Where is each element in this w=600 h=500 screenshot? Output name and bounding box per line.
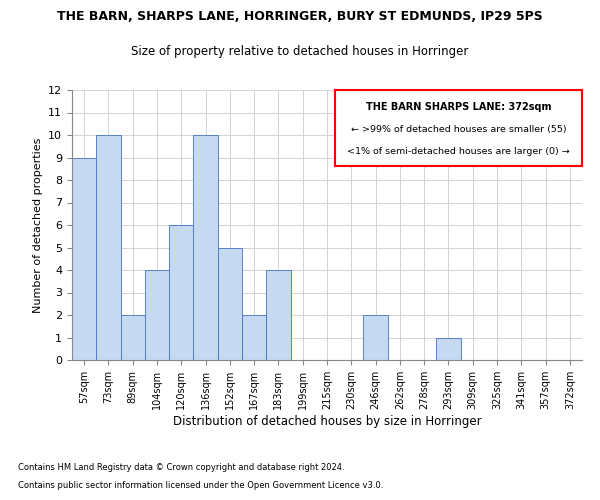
Text: Size of property relative to detached houses in Horringer: Size of property relative to detached ho…: [131, 45, 469, 58]
Bar: [145, 270, 169, 360]
Bar: [242, 315, 266, 360]
Y-axis label: Number of detached properties: Number of detached properties: [32, 138, 43, 312]
Bar: [266, 270, 290, 360]
Bar: [121, 315, 145, 360]
X-axis label: Distribution of detached houses by size in Horringer: Distribution of detached houses by size …: [173, 414, 481, 428]
Text: Contains HM Land Registry data © Crown copyright and database right 2024.: Contains HM Land Registry data © Crown c…: [18, 464, 344, 472]
Bar: [364, 315, 388, 360]
Bar: [436, 338, 461, 360]
Bar: [169, 225, 193, 360]
Bar: [193, 135, 218, 360]
Text: Contains public sector information licensed under the Open Government Licence v3: Contains public sector information licen…: [18, 481, 383, 490]
Bar: [218, 248, 242, 360]
Text: THE BARN, SHARPS LANE, HORRINGER, BURY ST EDMUNDS, IP29 5PS: THE BARN, SHARPS LANE, HORRINGER, BURY S…: [57, 10, 543, 23]
Bar: [96, 135, 121, 360]
Bar: [72, 158, 96, 360]
